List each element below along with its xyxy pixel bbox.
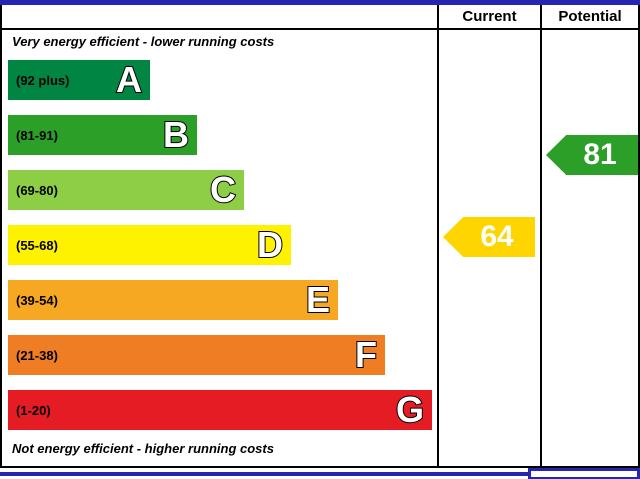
band-letter: C [209, 169, 237, 211]
potential-rating-value: 81 [583, 138, 617, 171]
band-range-label: (21-38) [16, 347, 58, 363]
band-range-label: (69-80) [16, 182, 58, 198]
current-column-header: Current [462, 8, 517, 25]
current-rating-arrow: 64 [443, 217, 535, 257]
band-E: (39-54) E [8, 279, 338, 321]
right-border [638, 5, 640, 468]
band-range-label: (1-20) [16, 402, 51, 418]
band-D: (55-68) D [8, 224, 291, 266]
band-A: (92 plus) A [8, 59, 150, 101]
band-B: (81-91) B [8, 114, 197, 156]
bottom-caption: Not energy efficient - higher running co… [12, 441, 274, 456]
potential-column-header: Potential [558, 8, 622, 25]
potential-column-divider [540, 5, 542, 468]
bottom-divider [0, 466, 640, 468]
current-column-divider [437, 5, 439, 468]
band-C: (69-80) C [8, 169, 244, 211]
band-letter: E [305, 279, 331, 321]
band-range-label: (81-91) [16, 127, 58, 143]
band-letter: A [115, 59, 143, 101]
band-range-label: (39-54) [16, 292, 58, 308]
band-letter: F [354, 334, 378, 376]
top-border [0, 0, 640, 5]
current-rating-value: 64 [480, 220, 514, 253]
band-letter: B [162, 114, 190, 156]
band-G: (1-20) G [8, 389, 432, 431]
band-letter: G [395, 389, 425, 431]
band-F: (21-38) F [8, 334, 385, 376]
potential-rating-arrow: 81 [546, 135, 638, 175]
band-range-label: (55-68) [16, 237, 58, 253]
bottom-border [0, 472, 640, 476]
left-border [0, 5, 2, 468]
band-letter: D [256, 224, 284, 266]
band-range-label: (92 plus) [16, 72, 70, 88]
top-caption: Very energy efficient - lower running co… [12, 34, 275, 49]
header-divider [0, 28, 640, 30]
next-section-border [528, 468, 640, 479]
